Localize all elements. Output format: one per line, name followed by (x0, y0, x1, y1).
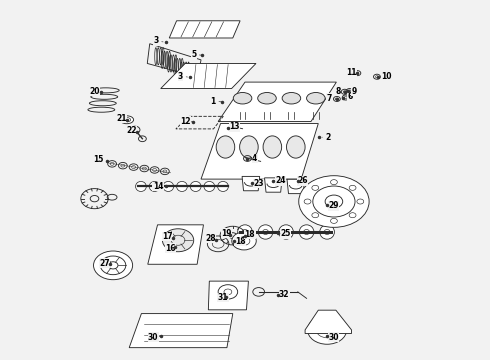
Ellipse shape (136, 181, 147, 192)
Ellipse shape (240, 136, 258, 158)
Text: 2: 2 (322, 133, 331, 142)
Ellipse shape (258, 225, 273, 239)
Ellipse shape (216, 136, 235, 158)
Text: 32: 32 (278, 289, 289, 298)
Text: 23: 23 (252, 179, 264, 188)
Ellipse shape (149, 181, 160, 192)
Polygon shape (169, 21, 240, 38)
Text: 19: 19 (221, 229, 232, 238)
Text: 18: 18 (245, 230, 255, 239)
Ellipse shape (176, 181, 187, 192)
Circle shape (94, 251, 133, 280)
Ellipse shape (279, 225, 294, 239)
Ellipse shape (204, 181, 215, 192)
Text: 30: 30 (327, 333, 339, 342)
Ellipse shape (307, 93, 325, 104)
Text: 20: 20 (89, 86, 101, 95)
Ellipse shape (190, 181, 201, 192)
Text: 28: 28 (205, 234, 216, 243)
Ellipse shape (282, 93, 301, 104)
Ellipse shape (163, 181, 173, 192)
Polygon shape (148, 225, 203, 264)
Ellipse shape (258, 93, 276, 104)
Circle shape (162, 229, 194, 252)
Polygon shape (265, 178, 282, 192)
Text: 5: 5 (191, 50, 202, 59)
Text: 9: 9 (347, 86, 357, 95)
Text: 3: 3 (178, 72, 188, 81)
Circle shape (232, 232, 256, 250)
Text: 3: 3 (153, 36, 163, 45)
Polygon shape (287, 179, 305, 194)
Ellipse shape (238, 225, 252, 239)
Text: 31: 31 (218, 293, 228, 302)
Text: 11: 11 (346, 68, 357, 77)
Text: 13: 13 (228, 122, 240, 131)
Text: 8: 8 (335, 86, 344, 95)
Circle shape (299, 176, 369, 227)
Polygon shape (208, 281, 248, 310)
Text: 14: 14 (153, 182, 166, 191)
Text: 17: 17 (163, 232, 173, 241)
Ellipse shape (263, 136, 282, 158)
Text: 27: 27 (99, 259, 110, 268)
Ellipse shape (120, 116, 134, 124)
Ellipse shape (320, 225, 334, 239)
Polygon shape (129, 314, 233, 348)
Text: 24: 24 (273, 176, 286, 185)
Polygon shape (218, 82, 336, 122)
Text: 18: 18 (234, 237, 245, 246)
Polygon shape (201, 123, 318, 179)
Ellipse shape (218, 181, 228, 192)
Ellipse shape (233, 93, 252, 104)
Text: 7: 7 (326, 94, 337, 103)
Circle shape (308, 316, 346, 344)
Text: 16: 16 (166, 244, 176, 253)
Text: 12: 12 (180, 117, 193, 126)
Text: 10: 10 (378, 72, 392, 81)
Ellipse shape (299, 225, 314, 239)
Text: 29: 29 (327, 201, 339, 210)
Polygon shape (305, 310, 351, 333)
Text: 6: 6 (343, 92, 353, 101)
Text: 22: 22 (126, 126, 137, 135)
Text: 1: 1 (211, 96, 221, 105)
Text: 15: 15 (93, 156, 107, 165)
Polygon shape (161, 63, 256, 89)
Text: 4: 4 (247, 154, 257, 163)
Text: 30: 30 (148, 333, 161, 342)
Text: 25: 25 (278, 229, 290, 238)
Text: 21: 21 (117, 114, 127, 123)
Ellipse shape (287, 136, 305, 158)
Polygon shape (242, 176, 260, 191)
Text: 26: 26 (297, 176, 308, 185)
